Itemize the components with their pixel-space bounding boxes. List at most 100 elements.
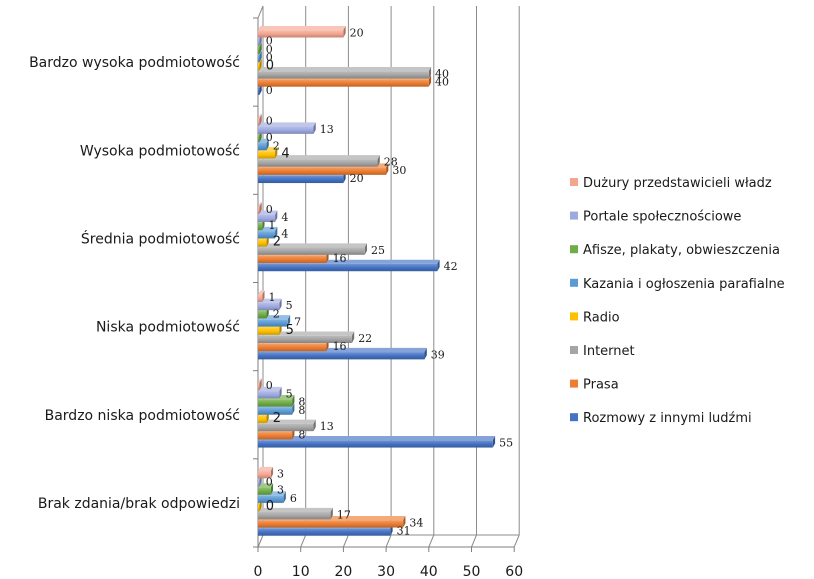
bar-front bbox=[258, 247, 365, 255]
bar bbox=[258, 25, 346, 38]
data-label: 16 bbox=[333, 252, 347, 265]
bar-front bbox=[258, 520, 404, 528]
legend-swatch bbox=[570, 178, 578, 186]
bar bbox=[258, 419, 316, 432]
data-label: 4 bbox=[281, 211, 288, 224]
bar bbox=[258, 122, 316, 134]
bar-top bbox=[258, 331, 355, 336]
bar-front bbox=[258, 239, 267, 247]
bar-front bbox=[258, 214, 276, 223]
legend-swatch bbox=[570, 379, 578, 388]
bar-front bbox=[258, 71, 429, 79]
bar-top bbox=[258, 298, 282, 303]
bar-front bbox=[258, 126, 314, 134]
data-label: 0 bbox=[266, 51, 273, 64]
data-label: 0 bbox=[266, 476, 273, 489]
bar-front bbox=[258, 335, 352, 343]
data-label: 0 bbox=[266, 115, 273, 128]
legend-label: Kazania i ogłoszenia parafialne bbox=[583, 277, 785, 292]
bar bbox=[258, 436, 496, 448]
gridline-floor bbox=[385, 534, 392, 548]
bar-front bbox=[258, 263, 438, 272]
gridline-floor bbox=[471, 534, 477, 548]
data-label: 8 bbox=[298, 428, 305, 441]
bar-end bbox=[292, 403, 295, 415]
bar-front bbox=[258, 415, 267, 423]
category-label: Bardzo wysoka podmiotowość bbox=[29, 55, 240, 71]
data-label: 55 bbox=[499, 437, 513, 450]
bar-front bbox=[258, 311, 267, 319]
legend-swatch bbox=[570, 245, 578, 254]
data-label: 5 bbox=[286, 299, 293, 312]
bar-end bbox=[259, 50, 262, 63]
bar-front bbox=[258, 327, 280, 335]
bars bbox=[258, 25, 496, 536]
legend-item: Portale społecznościowe bbox=[570, 210, 741, 225]
bar-top bbox=[258, 419, 316, 424]
data-label: 1 bbox=[269, 219, 276, 232]
data-label: 17 bbox=[337, 508, 351, 521]
legend-label: Prasa bbox=[583, 378, 619, 393]
bar-front bbox=[258, 512, 331, 520]
data-label: 5 bbox=[286, 323, 294, 338]
data-label: 0 bbox=[266, 203, 273, 216]
legend-swatch bbox=[570, 211, 578, 220]
bar-end bbox=[275, 226, 278, 239]
data-label: 0 bbox=[266, 58, 274, 73]
legend-label: Radio bbox=[583, 310, 620, 325]
bar bbox=[258, 290, 265, 302]
bar-end bbox=[279, 298, 282, 311]
data-label: 4 bbox=[281, 146, 289, 161]
bar-top bbox=[258, 243, 367, 248]
data-label: 20 bbox=[350, 26, 364, 39]
bar-end bbox=[403, 516, 406, 528]
data-label: 0 bbox=[266, 379, 273, 392]
bar-top bbox=[258, 155, 380, 160]
bar-top bbox=[258, 466, 274, 472]
bar bbox=[258, 483, 274, 495]
bar-front bbox=[258, 206, 260, 214]
gridline-floor bbox=[513, 534, 520, 548]
data-label: 8 bbox=[298, 404, 305, 417]
x-tick-label: 30 bbox=[377, 564, 395, 579]
bar-end bbox=[266, 138, 269, 151]
category-labels: Brak zdania/brak odpowiedzi Bardzo niska … bbox=[29, 55, 240, 512]
bar-front bbox=[258, 142, 267, 151]
bar-front bbox=[258, 294, 263, 302]
bar-end bbox=[343, 25, 346, 38]
data-label: 16 bbox=[333, 340, 347, 353]
gridlines bbox=[257, 6, 520, 548]
data-label: 2 bbox=[273, 139, 280, 152]
data-label: 1 bbox=[269, 291, 276, 304]
data-label: 42 bbox=[444, 260, 458, 273]
data-label: 0 bbox=[266, 43, 273, 56]
bar-front bbox=[258, 343, 327, 352]
bar-end bbox=[424, 347, 427, 360]
bar-front bbox=[258, 495, 284, 503]
bar-front bbox=[258, 46, 260, 54]
bar-front bbox=[258, 352, 425, 360]
bar bbox=[258, 66, 432, 79]
bar-top bbox=[258, 114, 262, 119]
data-label: 4 bbox=[281, 227, 288, 240]
bar-end bbox=[313, 122, 316, 134]
data-labels: 3155394220034816163040171322252840025240… bbox=[266, 26, 513, 537]
data-label: 0 bbox=[266, 35, 273, 48]
data-label: 2 bbox=[273, 411, 281, 426]
bar-end bbox=[270, 466, 274, 479]
bar-front bbox=[258, 432, 293, 440]
data-label: 39 bbox=[431, 348, 445, 361]
bar-front bbox=[258, 302, 280, 311]
data-label: 20 bbox=[350, 172, 364, 185]
data-label: 2 bbox=[273, 307, 280, 320]
x-tick-label: 40 bbox=[420, 564, 438, 579]
data-label: 13 bbox=[320, 123, 334, 136]
bar-front bbox=[258, 440, 493, 448]
bar-end bbox=[259, 58, 262, 71]
bar-end bbox=[386, 163, 389, 175]
bar-front bbox=[258, 151, 276, 159]
bar-top bbox=[258, 378, 262, 383]
bar-top bbox=[258, 507, 333, 513]
legend-item: Rozmowy z innymi ludźmi bbox=[570, 411, 752, 426]
legend-item: Radio bbox=[570, 310, 620, 325]
